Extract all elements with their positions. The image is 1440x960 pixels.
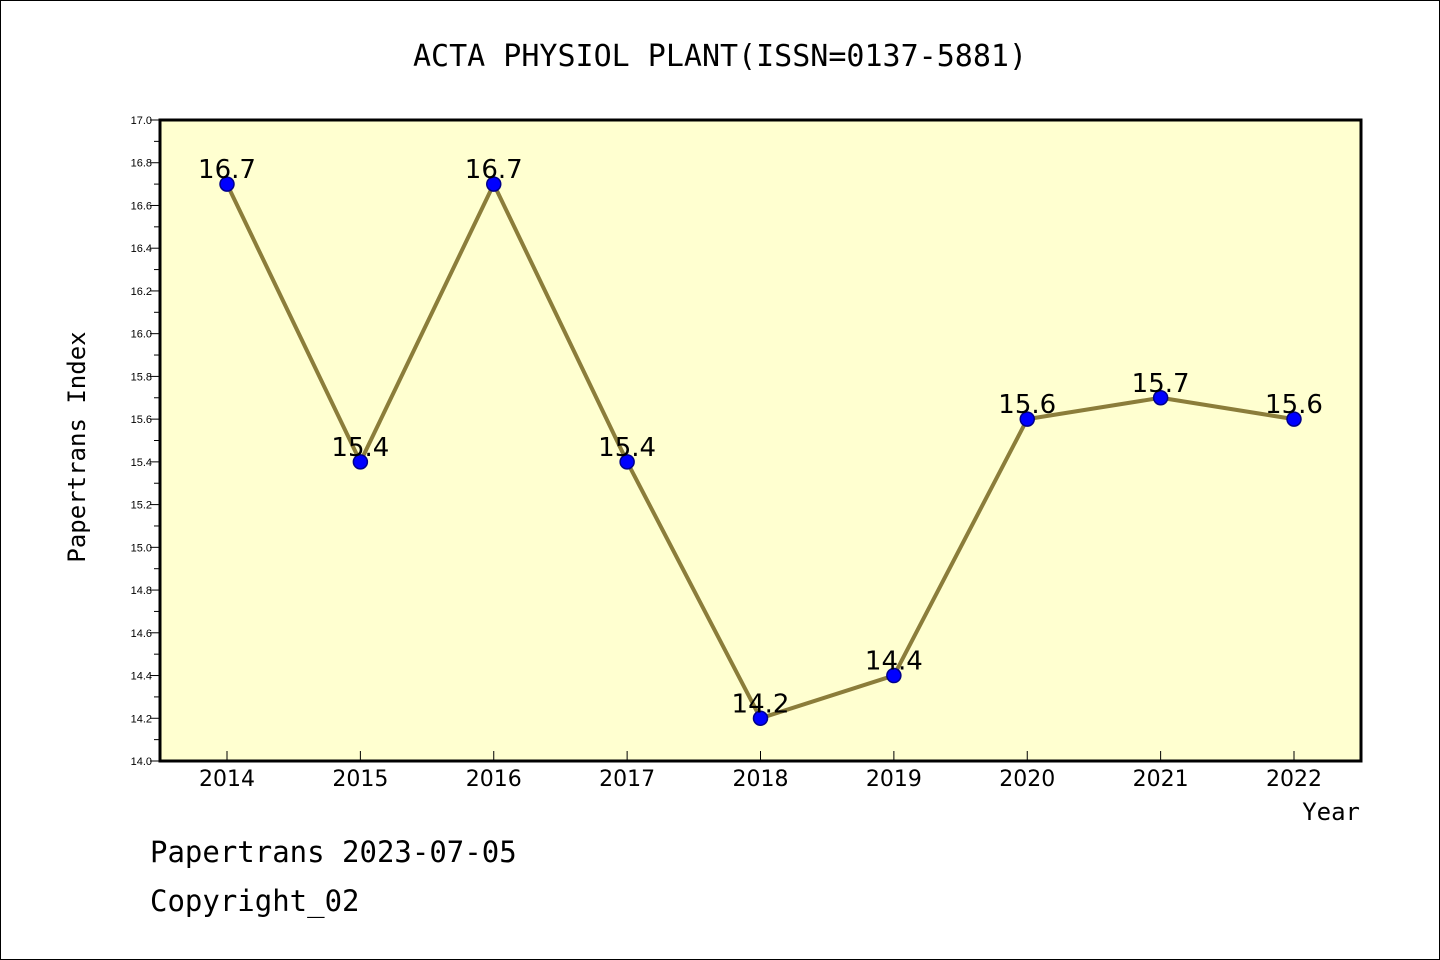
data-point — [886, 667, 902, 684]
y-tick-label: 16.0 — [131, 329, 152, 341]
chart-title: ACTA PHYSIOL PLANT(ISSN=0137-5881) — [413, 39, 1027, 74]
footer-date-text: Papertrans 2023-07-05 — [150, 835, 517, 869]
y-tick-label: 17.0 — [131, 115, 152, 127]
x-tick-label: 2020 — [999, 767, 1055, 792]
y-tick-label: 16.6 — [131, 200, 152, 212]
x-tick-label: 2019 — [866, 767, 922, 792]
y-tick-label: 15.2 — [131, 500, 152, 512]
y-tick-label: 14.2 — [131, 713, 152, 725]
data-point — [219, 176, 235, 192]
data-label: 15.4 — [331, 433, 389, 463]
x-tick-label: 2014 — [199, 767, 255, 792]
y-tick-label: 15.8 — [131, 371, 152, 383]
data-point — [486, 176, 502, 192]
series-layer: 16.7 15.4 16.7 15.4 14.2 14.4 15.6 15.7 15.6 — [198, 155, 1323, 727]
y-axis-label: Papertrans Index — [63, 331, 91, 562]
data-label: 15.6 — [998, 390, 1056, 420]
y-tick-label: 14.6 — [131, 628, 152, 640]
x-axis-label: Year — [1302, 798, 1360, 826]
data-point — [1286, 411, 1302, 427]
data-label: 15.6 — [1265, 390, 1323, 420]
data-label: 16.7 — [198, 155, 256, 185]
x-tick-label: 2017 — [599, 767, 655, 792]
data-label: 14.2 — [732, 689, 790, 719]
y-tick-label: 14.8 — [131, 585, 152, 597]
footer-copyright-text: Copyright_02 — [150, 884, 360, 918]
y-tick-label: 16.4 — [131, 243, 152, 255]
data-label: 15.7 — [1132, 369, 1190, 399]
y-tick-label: 16.2 — [131, 286, 152, 298]
data-label: 14.4 — [865, 647, 923, 677]
y-tick-label: 16.8 — [131, 158, 152, 170]
x-tick-label: 2022 — [1266, 767, 1322, 792]
y-tick-label: 14.4 — [131, 671, 152, 683]
y-tick-label: 15.4 — [131, 457, 152, 469]
data-label: 15.4 — [598, 433, 656, 463]
data-point — [1019, 411, 1035, 427]
x-tick-label: 2021 — [1133, 767, 1189, 792]
x-axis: 2014 2015 2016 2017 2018 2019 2020 2021 2022 — [199, 751, 1322, 792]
data-label: 16.7 — [465, 155, 523, 185]
data-point — [619, 454, 635, 470]
x-tick-label: 2018 — [733, 767, 789, 792]
y-axis: 14.0 14.2 14.4 14.6 14.8 15.0 15.2 15.4 15.6 15.8… — [131, 115, 160, 768]
data-point — [1152, 390, 1169, 406]
y-tick-label: 15.0 — [131, 542, 152, 554]
data-point — [352, 454, 369, 470]
data-point — [752, 710, 769, 727]
x-tick-label: 2016 — [466, 767, 522, 792]
y-tick-label: 15.6 — [131, 414, 152, 426]
x-tick-label: 2015 — [332, 767, 388, 792]
plot-area — [158, 118, 1363, 763]
y-tick-label: 14.0 — [131, 756, 152, 768]
